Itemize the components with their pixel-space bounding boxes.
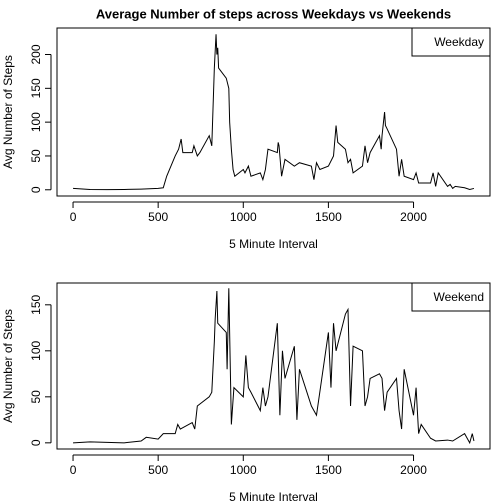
legend-label: Weekend	[434, 290, 484, 304]
legend-label: Weekday	[434, 35, 484, 49]
y-tick-label: 0	[29, 186, 43, 193]
y-tick-label: 50	[29, 390, 43, 404]
y-tick-label: 50	[29, 149, 43, 163]
x-tick-label: 2000	[400, 463, 427, 477]
plot-box	[56, 27, 491, 197]
x-tick-label: 1000	[230, 463, 257, 477]
x-tick-label: 0	[70, 463, 77, 477]
data-line	[73, 288, 475, 445]
x-tick-label: 1500	[315, 463, 342, 477]
x-tick-label: 1000	[230, 210, 257, 224]
x-axis-label: 5 Minute Interval	[229, 490, 318, 504]
legend-box	[411, 282, 491, 312]
y-tick-label: 150	[29, 294, 43, 314]
y-tick-label: 150	[29, 78, 43, 98]
plot-box	[56, 282, 491, 450]
x-axis-label: 5 Minute Interval	[229, 237, 318, 251]
x-tick-label: 1500	[315, 210, 342, 224]
data-line	[73, 34, 475, 191]
chart-title: Average Number of steps across Weekdays …	[96, 6, 451, 21]
x-tick-label: 500	[148, 463, 168, 477]
x-tick-label: 2000	[400, 210, 427, 224]
y-tick-label: 0	[29, 439, 43, 446]
y-axis-label: Avg Number of Steps	[1, 309, 15, 423]
y-axis-label: Avg Number of Steps	[1, 55, 15, 169]
legend-box	[411, 27, 491, 57]
x-tick-label: 0	[70, 210, 77, 224]
y-tick-label: 100	[29, 340, 43, 360]
x-tick-label: 500	[148, 210, 168, 224]
y-tick-label: 100	[29, 112, 43, 132]
y-tick-label: 200	[29, 44, 43, 64]
